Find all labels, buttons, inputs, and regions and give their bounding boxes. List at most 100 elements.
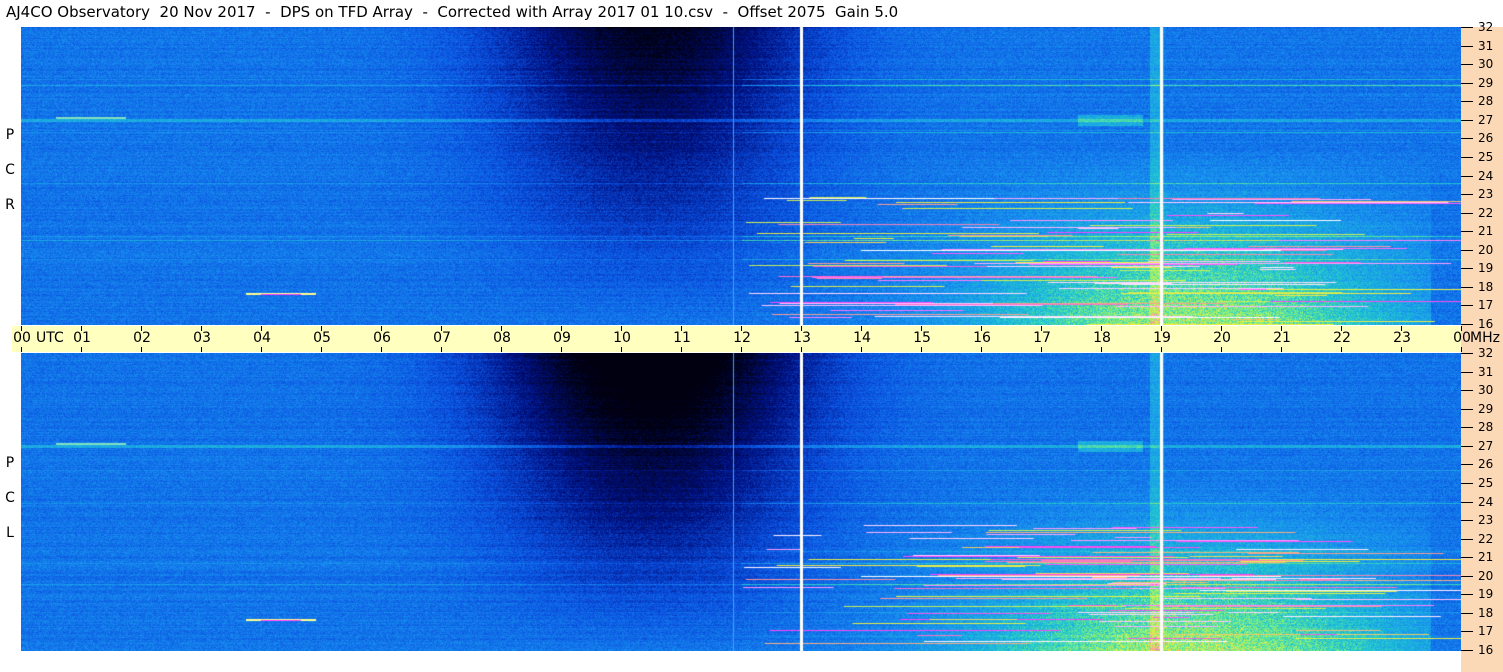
time-tick-mark <box>1401 347 1402 352</box>
time-tick-mark <box>1221 326 1222 331</box>
freq-tick-mark <box>1461 175 1473 177</box>
freq-tick-label: 18 <box>1478 605 1494 620</box>
freq-tick-label: 17 <box>1478 624 1494 639</box>
freq-tick-mark <box>1461 231 1473 233</box>
freq-tick-mark <box>1461 286 1473 288</box>
rcp-letter-r: R <box>5 197 15 213</box>
time-tick-mark <box>321 347 322 352</box>
time-tick-mark <box>741 347 742 352</box>
lcp-spectrogram <box>21 353 1461 651</box>
time-tick-label: 00 <box>1453 330 1471 346</box>
freq-tick-label: 25 <box>1478 475 1494 490</box>
time-tick-mark <box>921 326 922 331</box>
freq-tick-mark <box>1461 324 1473 325</box>
time-tick-mark <box>861 326 862 331</box>
time-tick-mark <box>381 326 382 331</box>
lcp-letter-p: P <box>5 455 15 471</box>
time-tick-label: 00 <box>13 330 31 346</box>
freq-tick-mark <box>1461 353 1473 354</box>
time-tick-mark <box>81 326 82 331</box>
time-tick-mark <box>1221 347 1222 352</box>
freq-tick-label: 32 <box>1478 346 1494 360</box>
freq-tick-mark <box>1461 305 1473 307</box>
time-tick-mark <box>1281 326 1282 331</box>
freq-tick-mark <box>1461 156 1473 158</box>
freq-tick-mark <box>1461 82 1473 84</box>
time-tick-label: 08 <box>493 330 511 346</box>
freq-tick-label: 28 <box>1478 420 1494 435</box>
freq-tick-label: 30 <box>1478 383 1494 398</box>
freq-tick-label: 20 <box>1478 568 1494 583</box>
time-tick-label: 10 <box>613 330 631 346</box>
time-tick-mark <box>501 347 502 352</box>
freq-tick-label: 31 <box>1478 364 1494 379</box>
freq-tick-label: 19 <box>1478 587 1494 602</box>
time-tick-label: 23 <box>1393 330 1411 346</box>
time-tick-mark <box>141 326 142 331</box>
time-tick-label: 01 <box>73 330 91 346</box>
freq-tick-mark <box>1461 445 1473 447</box>
freq-tick-label: 27 <box>1478 438 1494 453</box>
time-tick-mark <box>21 347 22 352</box>
freq-tick-label: 29 <box>1478 75 1494 90</box>
freq-tick-label: 26 <box>1478 457 1494 472</box>
time-tick-mark <box>1161 347 1162 352</box>
time-tick-label: 06 <box>373 330 391 346</box>
freq-tick-label: 16 <box>1478 643 1494 657</box>
time-tick-label: 19 <box>1153 330 1171 346</box>
chart-title: AJ4CO Observatory 20 Nov 2017 - DPS on T… <box>6 3 899 21</box>
freq-tick-mark <box>1461 520 1473 522</box>
time-tick-mark <box>321 326 322 331</box>
freq-tick-label: 23 <box>1478 187 1494 202</box>
time-axis-bar <box>12 326 1461 352</box>
freq-tick-mark <box>1461 119 1473 121</box>
freq-tick-mark <box>1461 631 1473 633</box>
freq-tick-label: 19 <box>1478 261 1494 276</box>
time-tick-label: 18 <box>1093 330 1111 346</box>
time-tick-mark <box>861 347 862 352</box>
freq-tick-label: 25 <box>1478 149 1494 164</box>
freq-tick-label: 23 <box>1478 513 1494 528</box>
freq-tick-label: 22 <box>1478 205 1494 220</box>
time-tick-label: 15 <box>913 330 931 346</box>
freq-tick-mark <box>1461 249 1473 251</box>
time-tick-mark <box>921 347 922 352</box>
time-tick-mark <box>501 326 502 331</box>
time-tick-mark <box>141 347 142 352</box>
freq-tick-label: 16 <box>1478 317 1494 331</box>
time-tick-mark <box>1281 347 1282 352</box>
freq-tick-mark <box>1461 268 1473 270</box>
time-tick-mark <box>1101 326 1102 331</box>
time-tick-mark <box>1401 326 1402 331</box>
time-tick-mark <box>621 347 622 352</box>
freq-tick-mark <box>1461 538 1473 540</box>
time-tick-mark <box>261 347 262 352</box>
freq-tick-label: 20 <box>1478 242 1494 257</box>
time-tick-label: 21 <box>1273 330 1291 346</box>
time-tick-mark <box>681 326 682 331</box>
freq-tick-mark <box>1461 390 1473 392</box>
freq-tick-label: 17 <box>1478 298 1494 313</box>
time-tick-mark <box>1161 326 1162 331</box>
freq-tick-mark <box>1461 27 1473 28</box>
time-tick-label: 16 <box>973 330 991 346</box>
freq-tick-mark <box>1461 101 1473 103</box>
time-tick-mark <box>741 326 742 331</box>
freq-tick-label: 21 <box>1478 550 1494 565</box>
rcp-letter-c: C <box>5 162 15 178</box>
freq-tick-mark <box>1461 650 1473 651</box>
time-tick-mark <box>1461 347 1462 352</box>
freq-tick-label: 30 <box>1478 57 1494 72</box>
freq-tick-label: 27 <box>1478 112 1494 127</box>
freq-tick-mark <box>1461 212 1473 214</box>
freq-tick-label: 29 <box>1478 401 1494 416</box>
time-tick-mark <box>21 326 22 331</box>
time-tick-label: 20 <box>1213 330 1231 346</box>
rcp-label: P C R <box>3 118 17 223</box>
freq-tick-mark <box>1461 138 1473 140</box>
time-tick-label: 17 <box>1033 330 1051 346</box>
freq-tick-mark <box>1461 408 1473 410</box>
freq-tick-mark <box>1461 371 1473 373</box>
time-tick-label: 09 <box>553 330 571 346</box>
time-tick-label: 05 <box>313 330 331 346</box>
